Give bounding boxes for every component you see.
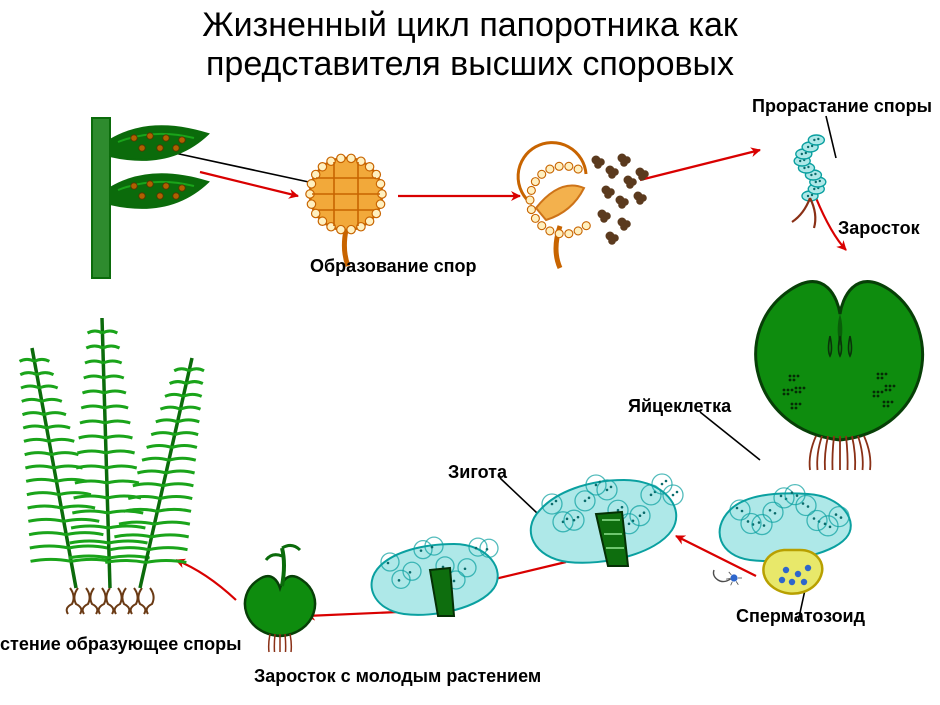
label-prothallus-young: Заросток с молодым растением: [254, 666, 541, 687]
label-zygote: Зигота: [448, 462, 507, 483]
label-plant-forming-spores: стение образующее споры: [0, 634, 241, 655]
label-spore-germination: Прорастание споры: [752, 96, 932, 117]
title-line-2: представителя высших споровых: [206, 45, 734, 83]
label-sperm: Сперматозоид: [736, 606, 865, 627]
label-egg-cell: Яйцеклетка: [628, 396, 731, 417]
label-prothallus: Заросток: [838, 218, 920, 239]
title-line-1: Жизненный цикл папоротника как: [202, 6, 738, 44]
label-spore-formation: Образование спор: [310, 256, 477, 277]
